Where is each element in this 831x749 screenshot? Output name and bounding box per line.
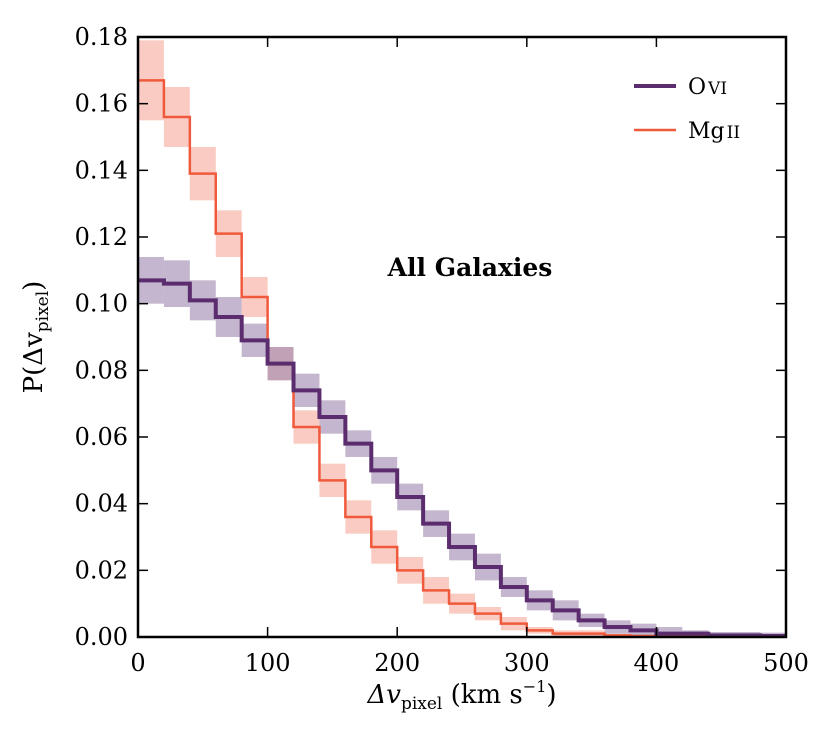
y-tick-label: 0.06 bbox=[75, 423, 128, 451]
x-tick-label: 100 bbox=[245, 649, 291, 677]
x-tick-label: 0 bbox=[130, 649, 145, 677]
y-tick-label: 0.14 bbox=[75, 156, 128, 184]
y-tick-label: 0.10 bbox=[75, 290, 128, 318]
y-tick-label: 0.16 bbox=[75, 90, 128, 118]
y-tick-label: 0.08 bbox=[75, 356, 128, 384]
x-tick-label: 500 bbox=[763, 649, 809, 677]
annotation-all-galaxies: All Galaxies bbox=[387, 253, 553, 282]
y-tick-label: 0.18 bbox=[75, 23, 128, 51]
legend-ovi-label: O VI bbox=[688, 75, 727, 100]
axis-tick-labels: 0 100 200 300 400 500 0.00 0.02 0.04 0.06 0.08 0.10… bbox=[75, 23, 809, 677]
legend: O VI Mg II bbox=[634, 75, 740, 144]
y-axis-label: P(Δvpixel) bbox=[19, 281, 53, 394]
legend-mgii-label: Mg II bbox=[688, 119, 740, 144]
y-tick-label: 0.04 bbox=[75, 490, 128, 518]
y-tick-label: 0.12 bbox=[75, 223, 128, 251]
x-tick-label: 300 bbox=[504, 649, 550, 677]
y-tick-label: 0.02 bbox=[75, 556, 128, 584]
x-tick-label: 400 bbox=[633, 649, 679, 677]
y-tick-label: 0.00 bbox=[75, 623, 128, 651]
x-axis-label: Δvpixel (km s−1) bbox=[366, 677, 556, 714]
x-tick-label: 200 bbox=[374, 649, 420, 677]
axis-ticks bbox=[137, 36, 787, 638]
plot-frame bbox=[136, 35, 788, 639]
